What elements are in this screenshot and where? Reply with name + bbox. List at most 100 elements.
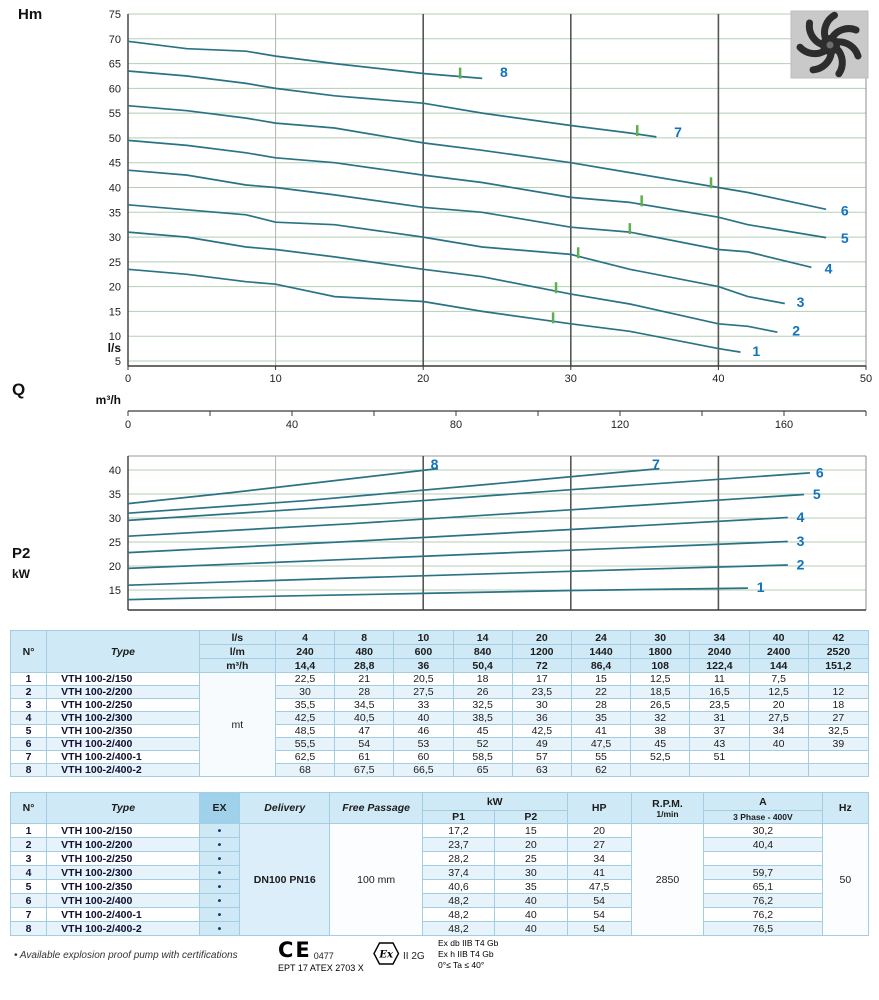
power-curve-label-5: 5 — [813, 486, 821, 502]
head-value: 35,5 — [274, 698, 336, 712]
free-passage-value: 100 mm — [329, 823, 423, 936]
ce-mark: CE — [278, 938, 312, 962]
flow-value: 2040 — [689, 644, 750, 659]
ex-hexagon-icon: Ex — [373, 942, 400, 965]
head-value: 52 — [452, 737, 513, 751]
power-curve-8 — [127, 467, 439, 505]
head-value: 11 — [689, 672, 750, 686]
row-number: 2 — [9, 837, 48, 852]
row-number: 8 — [9, 921, 48, 936]
svg-text:70: 70 — [109, 34, 121, 46]
flow-value: 10 — [393, 630, 454, 645]
head-curve-3 — [127, 203, 785, 305]
p2-value: 25 — [494, 851, 568, 866]
p2-value: 20 — [494, 837, 568, 852]
power-curve-label-1: 1 — [757, 579, 765, 595]
svg-text:50: 50 — [860, 373, 872, 385]
head-value: 20,5 — [393, 672, 454, 686]
row-number: 5 — [9, 879, 48, 894]
col-header-hp: HP — [566, 792, 632, 824]
svg-text:40: 40 — [286, 419, 298, 431]
row-number: 6 — [9, 893, 48, 908]
head-value: 40 — [748, 737, 809, 751]
head-value: 41 — [570, 724, 632, 738]
rpm-value: 2850 — [630, 823, 705, 936]
svg-text:10: 10 — [109, 331, 121, 343]
hp-value: 54 — [566, 893, 632, 908]
head-value: 67,5 — [334, 763, 395, 777]
spec-table-row: 2 VTH 100-2/200 • 23,7 20 27 40,4 — [9, 837, 869, 852]
atex-file-number: EPT 17 ATEX 2703 X — [278, 963, 364, 973]
svg-text:15: 15 — [109, 585, 121, 597]
svg-text:20: 20 — [109, 282, 121, 294]
row-number: 3 — [9, 698, 48, 712]
flow-value: 2520 — [807, 644, 870, 659]
head-value: 37 — [689, 724, 750, 738]
row-number: 1 — [9, 823, 48, 838]
svg-text:75: 75 — [109, 9, 121, 21]
spec-table-row: 8 VTH 100-2/400-2 • 48,2 40 54 76,5 — [9, 921, 869, 936]
head-value: 38,5 — [452, 711, 513, 725]
svg-text:40: 40 — [109, 183, 121, 195]
head-value — [748, 763, 809, 777]
spec-table-wrap: N° Type EX Delivery Free Passage kW HP R… — [9, 792, 870, 936]
p2-value: 40 — [494, 893, 568, 908]
q-axis-label: Q — [12, 380, 25, 399]
head-value: 52,5 — [630, 750, 691, 764]
flow-value: 34 — [689, 630, 750, 645]
head-curve-4 — [127, 169, 812, 269]
head-table-row: 4 VTH 100-2/300 42,5 40,5 40 38,5 36 35 32 31 27,5… — [9, 711, 870, 725]
power-flow-chart: P2 kW 15 20 25 30 35 40 1 2 3 45 6 7 8 — [12, 455, 867, 611]
head-value: 54 — [334, 737, 395, 751]
head-table: N° Type l/s 4 8 10 14 20 24 30 34 40 42 l/m 240 480 600 8… — [9, 630, 870, 777]
head-value: 63 — [511, 763, 572, 777]
head-value: 49 — [511, 737, 572, 751]
head-value: 62 — [570, 763, 632, 777]
col-header-free-passage: Free Passage — [329, 792, 423, 824]
hp-value: 27 — [566, 837, 632, 852]
head-curve-6 — [127, 104, 827, 211]
col-header-p2: P2 — [494, 810, 568, 824]
head-value: 18 — [807, 698, 870, 712]
head-value: 12,5 — [748, 685, 809, 699]
head-value: 12 — [807, 685, 870, 699]
hp-value: 41 — [566, 865, 632, 880]
head-value: 26,5 — [630, 698, 691, 712]
head-value: 68 — [274, 763, 336, 777]
head-value: 47,5 — [570, 737, 632, 751]
head-table-row: 5 VTH 100-2/350 48,5 47 46 45 42,5 41 38 37 34 32,5 — [9, 724, 870, 738]
pump-type: VTH 100-2/350 — [46, 724, 200, 738]
svg-text:0: 0 — [125, 373, 131, 385]
explosion-proof-footnote: • Available explosion proof pump with ce… — [14, 950, 238, 961]
p2-value: 15 — [494, 823, 568, 838]
head-value: 30 — [511, 698, 572, 712]
hp-value: 47,5 — [566, 879, 632, 894]
pump-type: VTH 100-2/150 — [46, 823, 200, 838]
head-value: 34,5 — [334, 698, 395, 712]
curve-label-1: 1 — [752, 343, 760, 359]
amp-value: 76,5 — [703, 921, 823, 936]
flow-value: 240 — [274, 644, 336, 659]
footer: • Available explosion proof pump with ce… — [10, 938, 870, 996]
flow-value: 1200 — [511, 644, 572, 659]
row-number: 2 — [9, 685, 48, 699]
amp-value: 65,1 — [703, 879, 823, 894]
atex-ex-symbol-block: Ex II 2G — [372, 941, 425, 969]
svg-text:30: 30 — [109, 232, 121, 244]
svg-text:20: 20 — [417, 373, 429, 385]
head-value — [689, 763, 750, 777]
svg-text:160: 160 — [775, 419, 793, 431]
spec-table-row: 7 VTH 100-2/400-1 • 48,2 40 54 76,2 — [9, 907, 869, 922]
row-number: 5 — [9, 724, 48, 738]
head-value: 26 — [452, 685, 513, 699]
pump-type: VTH 100-2/200 — [46, 837, 200, 852]
head-value: 47 — [334, 724, 395, 738]
flow-unit-label: l/m — [198, 644, 276, 659]
ex-symbol-text: Ex — [378, 950, 394, 961]
flow-value: 840 — [452, 644, 513, 659]
svg-text:10: 10 — [269, 373, 281, 385]
curve-label-3: 3 — [797, 294, 805, 310]
rpm-unit-label: 1/min — [656, 808, 679, 819]
ce-mark-block: CE 0477 EPT 17 ATEX 2703 X — [278, 938, 364, 973]
